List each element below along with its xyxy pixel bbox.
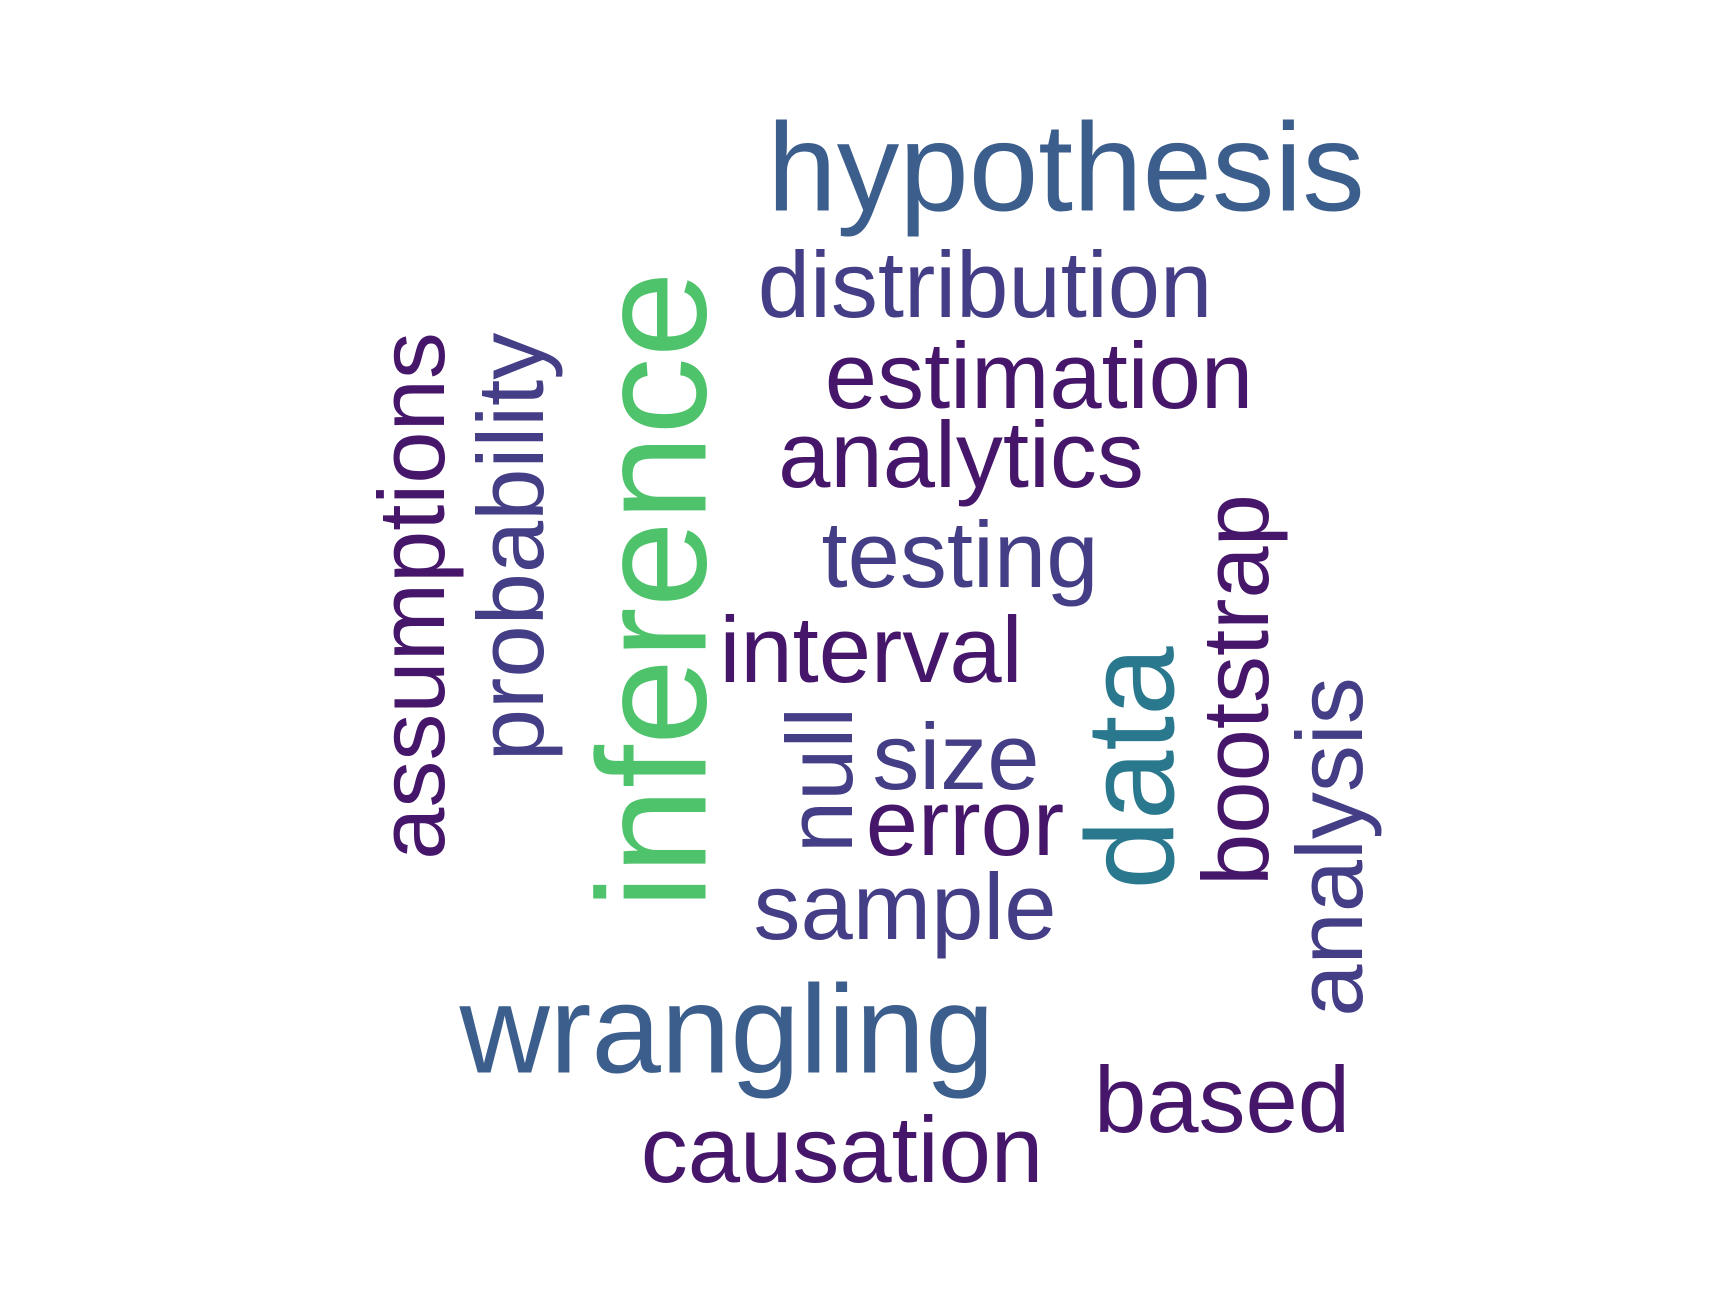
word-sample: sample bbox=[753, 854, 1057, 959]
word-size: size bbox=[872, 704, 1040, 809]
word-assumptions: assumptions bbox=[359, 332, 464, 860]
word-interval: interval bbox=[719, 597, 1023, 702]
word-causation: causation bbox=[640, 1097, 1044, 1202]
word-testing: testing bbox=[821, 502, 1099, 607]
word-analysis: analysis bbox=[1277, 677, 1382, 1017]
word-bootstrap: bootstrap bbox=[1183, 494, 1288, 886]
word-distribution: distribution bbox=[757, 232, 1213, 337]
word-error: error bbox=[865, 770, 1065, 875]
word-probability: probability bbox=[458, 332, 563, 762]
word-estimation: estimation bbox=[824, 323, 1254, 428]
word-inference: inference bbox=[565, 271, 739, 909]
word-analytics: analytics bbox=[778, 402, 1144, 507]
word-hypothesis: hypothesis bbox=[767, 98, 1365, 238]
word-wrangling: wrangling bbox=[459, 960, 995, 1100]
word-null: null bbox=[767, 706, 872, 854]
word-based: based bbox=[1093, 1047, 1351, 1152]
word-data: data bbox=[1061, 646, 1201, 890]
